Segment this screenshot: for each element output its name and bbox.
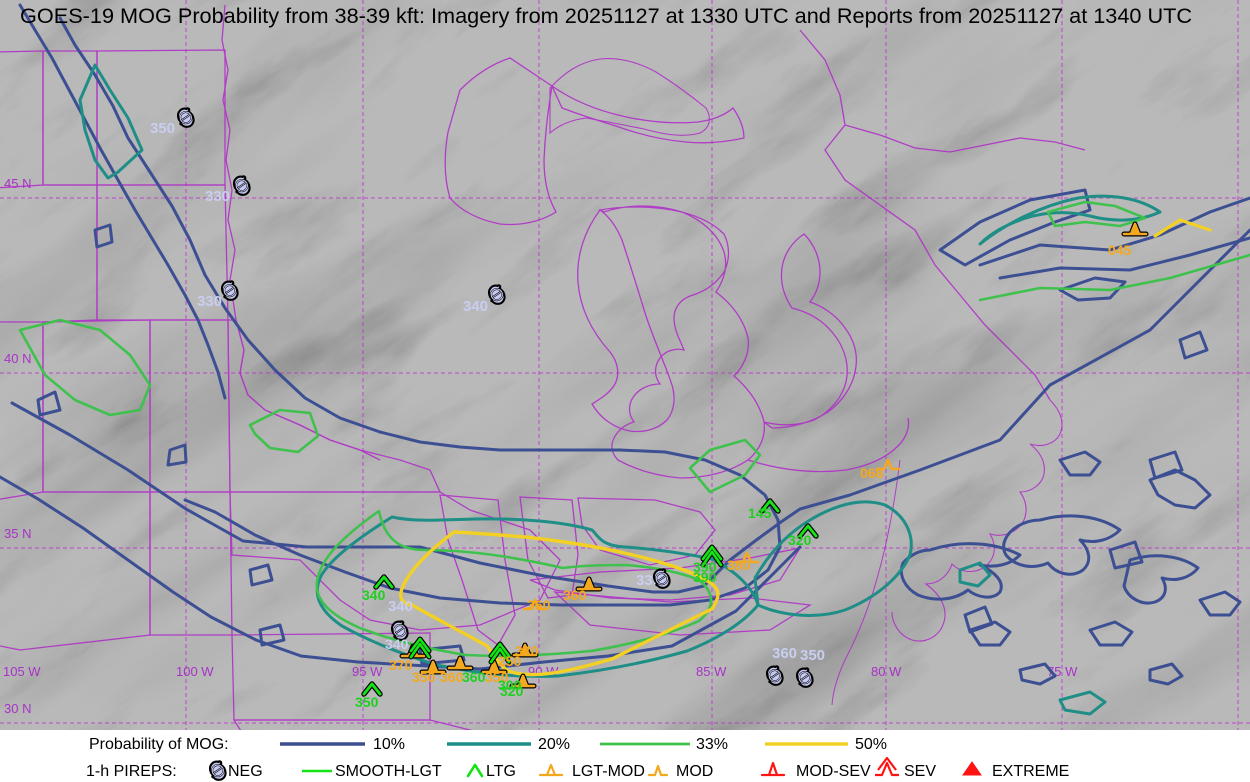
svg-text:MOD: MOD — [676, 763, 713, 780]
svg-text:40 N: 40 N — [4, 351, 31, 366]
svg-text:045: 045 — [1108, 242, 1132, 258]
svg-text:45 N: 45 N — [4, 176, 31, 191]
svg-text:350: 350 — [412, 669, 436, 685]
svg-text:320: 320 — [500, 683, 524, 699]
svg-text:340: 340 — [385, 636, 409, 652]
svg-text:320: 320 — [788, 532, 812, 548]
svg-text:340: 340 — [362, 587, 386, 603]
svg-text:105 W: 105 W — [3, 664, 41, 679]
svg-text:330: 330 — [205, 188, 230, 205]
svg-text:1-h PIREPS:: 1-h PIREPS: — [86, 763, 177, 780]
svg-text:360: 360 — [440, 669, 464, 685]
svg-text:340: 340 — [388, 598, 413, 615]
svg-text:330: 330 — [197, 293, 222, 310]
svg-text:390: 390 — [693, 569, 717, 585]
svg-text:30 N: 30 N — [4, 701, 31, 716]
svg-text:370: 370 — [389, 657, 413, 673]
svg-text:350: 350 — [355, 694, 379, 710]
svg-text:LGT-MOD: LGT-MOD — [572, 763, 645, 780]
svg-text:35 N: 35 N — [4, 526, 31, 541]
svg-text:370: 370 — [515, 643, 539, 659]
svg-text:380: 380 — [727, 557, 751, 573]
svg-text:50%: 50% — [855, 736, 887, 753]
svg-text:Probability of MOG:: Probability of MOG: — [89, 736, 229, 753]
svg-text:33%: 33% — [696, 736, 728, 753]
svg-text:MOD-SEV: MOD-SEV — [796, 763, 871, 780]
svg-text:360: 360 — [563, 587, 587, 603]
svg-text:100 W: 100 W — [176, 664, 214, 679]
svg-text:95 W: 95 W — [352, 664, 383, 679]
svg-text:068: 068 — [860, 465, 884, 481]
svg-text:360: 360 — [527, 597, 551, 613]
svg-text:350: 350 — [800, 647, 825, 664]
svg-text:145: 145 — [748, 505, 772, 521]
svg-text:340: 340 — [463, 298, 488, 315]
svg-text:EXTREME: EXTREME — [992, 763, 1069, 780]
svg-text:SEV: SEV — [904, 763, 936, 780]
svg-text:80 W: 80 W — [871, 664, 902, 679]
svg-text:20%: 20% — [538, 736, 570, 753]
svg-text:NEG: NEG — [228, 763, 263, 780]
svg-text:360: 360 — [772, 645, 797, 662]
svg-text:350: 350 — [150, 120, 175, 137]
svg-text:85 W: 85 W — [696, 664, 727, 679]
svg-text:LTG: LTG — [486, 763, 516, 780]
svg-text:360: 360 — [462, 669, 486, 685]
svg-text:10%: 10% — [373, 736, 405, 753]
svg-text:SMOOTH-LGT: SMOOTH-LGT — [335, 763, 442, 780]
